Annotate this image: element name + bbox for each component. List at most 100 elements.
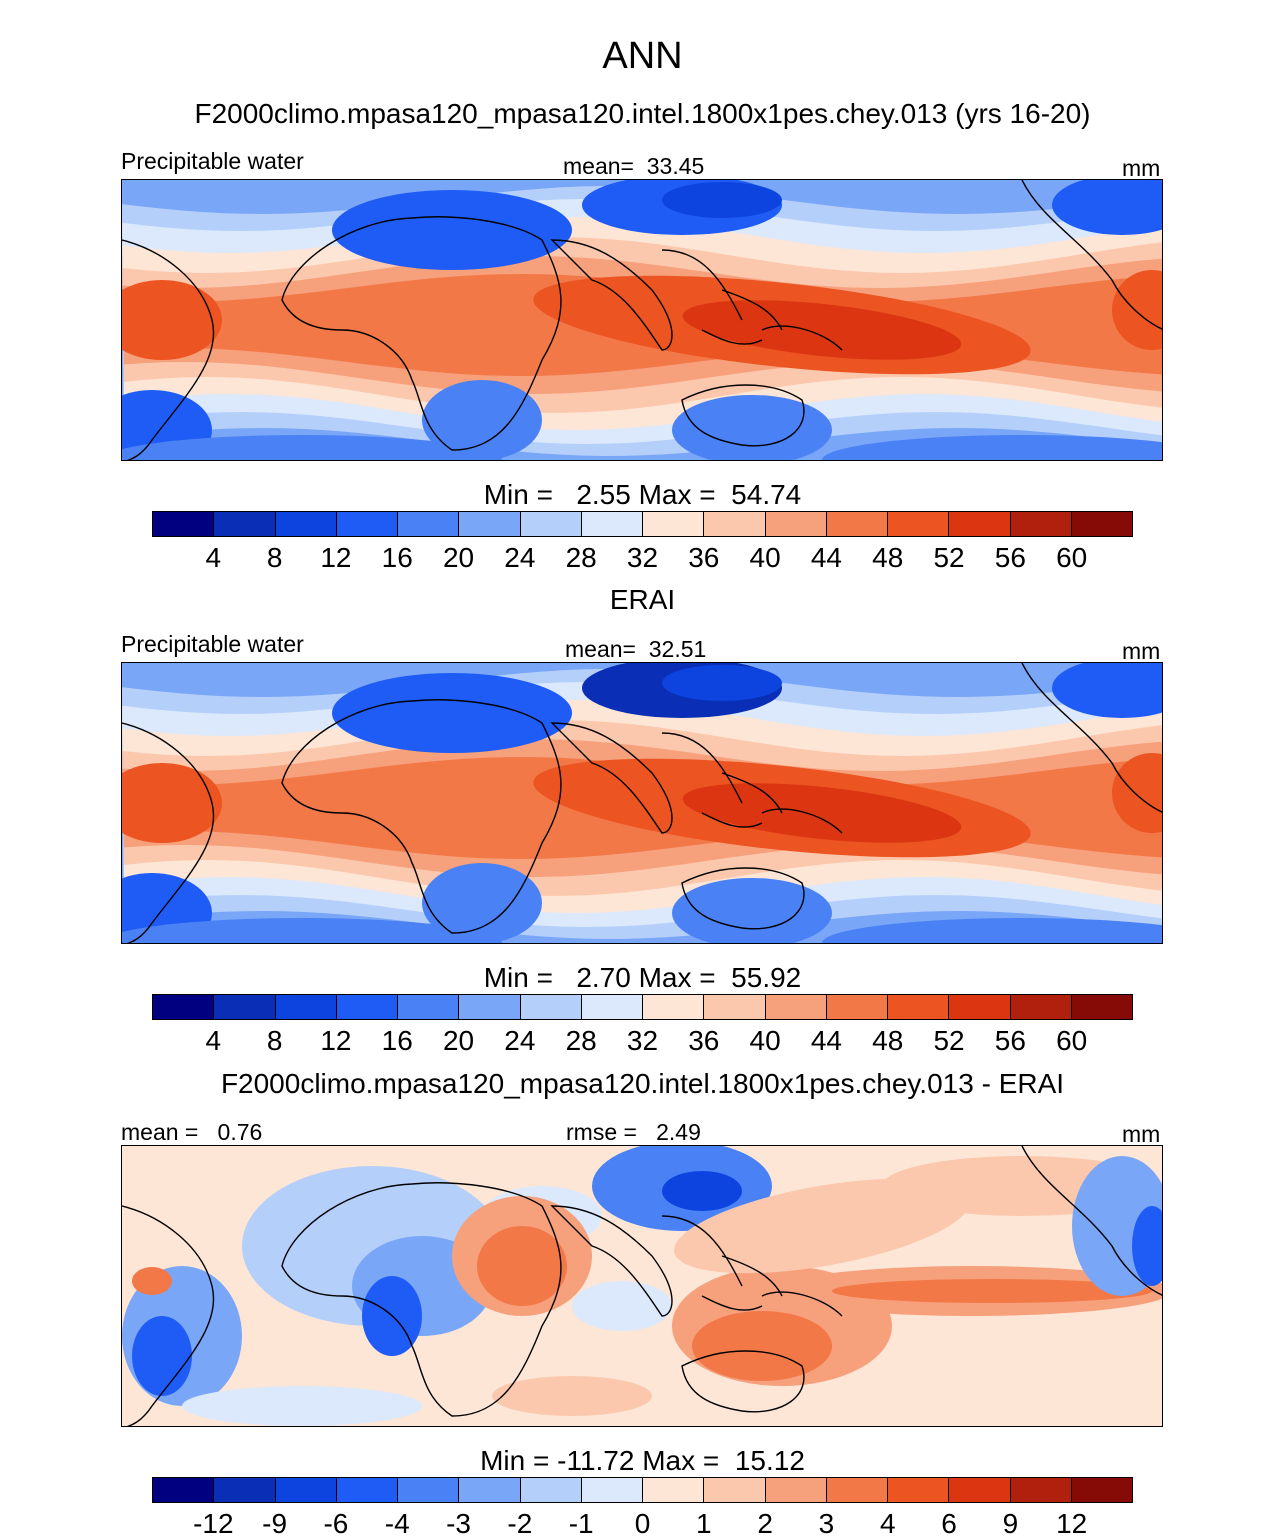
field-level [1052,663,1162,718]
colorbar-swatch [1010,512,1072,536]
field-level [662,182,782,218]
colorbar-tick-label: 8 [266,1025,283,1056]
colorbar-swatch [1071,1478,1132,1502]
colorbar-tick-label: 0 [634,1508,651,1539]
map-field [122,1146,1162,1426]
colorbar-swatch [826,1478,888,1502]
colorbar-swatch [581,995,643,1019]
field-level [332,673,572,753]
panel2-colorbar [152,994,1133,1020]
coastline [281,1182,562,1417]
colorbar-swatch [214,1478,276,1502]
colorbar-swatch [643,995,705,1019]
colorbar-swatch [888,512,950,536]
colorbar-swatch [888,995,950,1019]
colorbar-swatch [1071,512,1132,536]
colorbar-tick-label: 20 [442,1025,475,1056]
field-level [492,1376,652,1416]
colorbar-swatch [459,995,521,1019]
field-level [422,863,542,943]
field-level [832,1279,1152,1303]
panel3-rmse-label: rmse = 2.49 [566,1119,701,1145]
colorbar-tick-label: 20 [442,542,475,573]
colorbar-tick-label: -2 [507,1508,533,1539]
field-level [572,1281,672,1331]
colorbar-swatch [275,1478,337,1502]
field-level [682,300,962,360]
panel1-minmax: Min = 2.55 Max = 54.74 [483,479,802,510]
colorbar-swatch [1071,995,1132,1019]
colorbar-swatch [459,1478,521,1502]
panel2-map [121,662,1163,944]
colorbar-tick-label: 60 [1056,542,1088,573]
coastline [661,732,783,828]
field-level [122,280,222,360]
colorbar-swatch [275,512,337,536]
colorbar-tick-label: 44 [810,1025,843,1056]
colorbar-tick-label: 40 [749,1025,781,1056]
coastline [1021,180,1162,330]
colorbar-swatch [153,995,215,1019]
colorbar-swatch [398,1478,460,1502]
colorbar-tick-label: 12 [320,1025,352,1056]
colorbar-tick-label: -12 [193,1508,234,1539]
field-level [477,1226,567,1306]
coastline [761,1291,843,1317]
field-level [662,665,782,701]
coastline [281,216,562,451]
colorbar-swatch [704,512,766,536]
colorbar-swatch [459,512,521,536]
colorbar-tick-label: 6 [941,1508,957,1539]
colorbar-tick-label: 52 [933,1025,965,1056]
field-level [132,1316,192,1396]
colorbar-swatch [949,512,1011,536]
coastline [550,722,673,834]
coastline [681,384,805,447]
colorbar-tick-label: 12 [320,542,352,573]
panel1-title: F2000climo.mpasa120_mpasa120.intel.1800x… [194,98,1091,129]
colorbar-tick-label: 28 [565,542,597,573]
colorbar-swatch [336,1478,398,1502]
colorbar-swatch [214,512,276,536]
colorbar-swatch [949,995,1011,1019]
coastline [681,1350,805,1413]
colorbar-swatch [1010,1478,1072,1502]
panel2-units-label: mm [1122,638,1161,664]
colorbar-swatch [826,995,888,1019]
colorbar-swatch [888,1478,950,1502]
colorbar-tick-label: 36 [688,1025,720,1056]
field-level [132,1267,172,1295]
colorbar-tick-label: 1 [696,1508,712,1539]
coastline [122,1205,215,1426]
field-level [822,918,1162,943]
panel3-colorbar [152,1477,1133,1503]
colorbar-tick-label: 2 [757,1508,773,1539]
colorbar-tick-label: 56 [994,1025,1026,1056]
colorbar-swatch [765,512,827,536]
colorbar-tick-label: -4 [384,1508,410,1539]
field-level [692,1311,832,1381]
colorbar-swatch [643,1478,705,1502]
map-field [122,663,1162,943]
colorbar-swatch [153,512,215,536]
coastline [550,239,673,351]
colorbar-tick-label: 60 [1056,1025,1088,1056]
field-level [422,380,542,460]
field-level [662,1171,742,1211]
colorbar-tick-label: 36 [688,542,720,573]
field-level [122,435,502,460]
field-level [332,190,572,270]
coastline [281,699,562,934]
colorbar-swatch [520,1478,582,1502]
panel3-title: F2000climo.mpasa120_mpasa120.intel.1800x… [220,1068,1065,1099]
colorbar-swatch [704,995,766,1019]
field-level [822,435,1162,460]
coastline [761,325,843,351]
colorbar-tick-label: 12 [1056,1508,1088,1539]
panel1-mean-label: mean= 33.45 [563,153,705,179]
figure-title: ANN [602,35,683,77]
field-level [1132,1206,1162,1286]
colorbar-tick-label: 52 [933,542,965,573]
field-level [1112,270,1162,350]
colorbar-tick-label: -1 [568,1508,594,1539]
